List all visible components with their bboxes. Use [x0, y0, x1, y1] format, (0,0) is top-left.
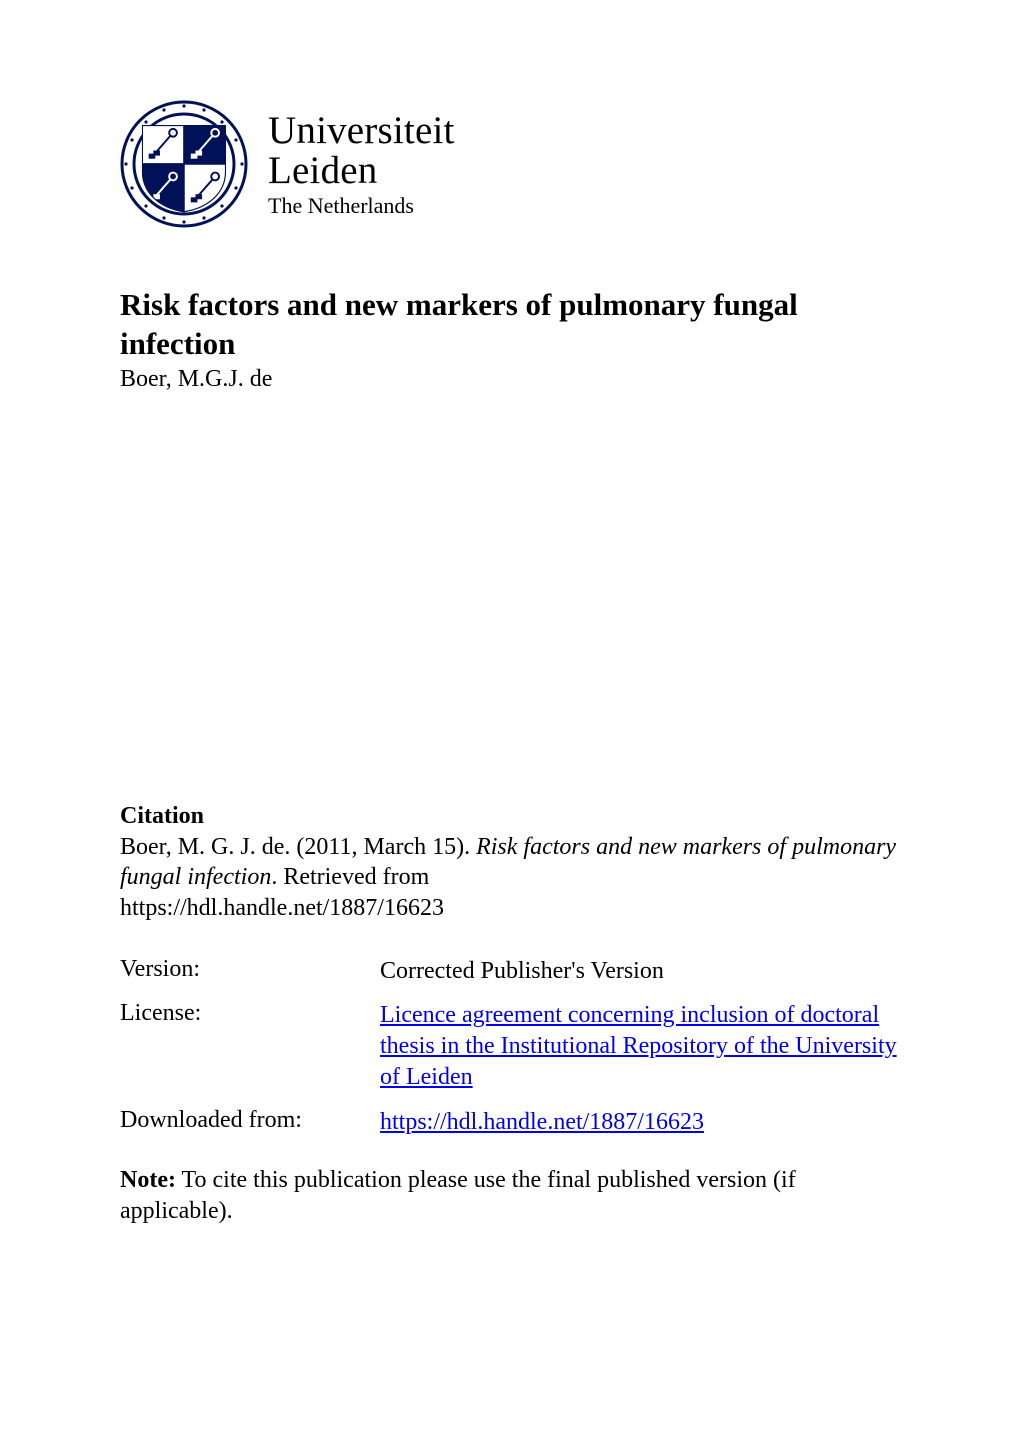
meta-table: Version: Corrected Publisher's Version L…: [120, 956, 910, 1138]
meta-row-downloaded: Downloaded from: https://hdl.handle.net/…: [120, 1107, 910, 1138]
university-city: Leiden: [268, 151, 455, 192]
citation-url: https://hdl.handle.net/1887/16623: [120, 895, 444, 921]
meta-row-version: Version: Corrected Publisher's Version: [120, 956, 910, 987]
university-text-block: Universiteit Leiden The Netherlands: [268, 111, 455, 218]
note-block: Note: To cite this publication please us…: [120, 1165, 910, 1226]
meta-label: Version:: [120, 956, 380, 983]
document-title: Risk factors and new markers of pulmonar…: [120, 286, 910, 364]
university-country: The Netherlands: [268, 194, 455, 217]
note-text: To cite this publication please use the …: [120, 1167, 796, 1224]
university-crest-icon: [120, 100, 248, 228]
title-block: Risk factors and new markers of pulmonar…: [120, 286, 910, 393]
citation-text: Boer, M. G. J. de. (2011, March 15). Ris…: [120, 832, 910, 924]
meta-label: License:: [120, 1000, 380, 1027]
meta-label: Downloaded from:: [120, 1107, 380, 1134]
page: Universiteit Leiden The Netherlands Risk…: [0, 0, 1020, 1439]
university-name: Universiteit: [268, 111, 455, 152]
citation-author: Boer, M. G. J. de.: [120, 834, 290, 860]
meta-value: Corrected Publisher's Version: [380, 956, 910, 987]
note-label: Note:: [120, 1167, 176, 1193]
meta-row-license: License: Licence agreement concerning in…: [120, 1000, 910, 1092]
meta-value: https://hdl.handle.net/1887/16623: [380, 1107, 910, 1138]
citation-date: (2011, March 15).: [296, 834, 470, 860]
meta-value: Licence agreement concerning inclusion o…: [380, 1000, 910, 1092]
license-link[interactable]: Licence agreement concerning inclusion o…: [380, 1002, 897, 1089]
downloaded-from-link[interactable]: https://hdl.handle.net/1887/16623: [380, 1109, 704, 1135]
header: Universiteit Leiden The Netherlands: [120, 100, 910, 228]
citation-retrieved-label: . Retrieved from: [271, 864, 429, 890]
citation-block: Citation Boer, M. G. J. de. (2011, March…: [120, 803, 910, 924]
document-author: Boer, M.G.J. de: [120, 366, 910, 393]
citation-heading: Citation: [120, 803, 910, 830]
